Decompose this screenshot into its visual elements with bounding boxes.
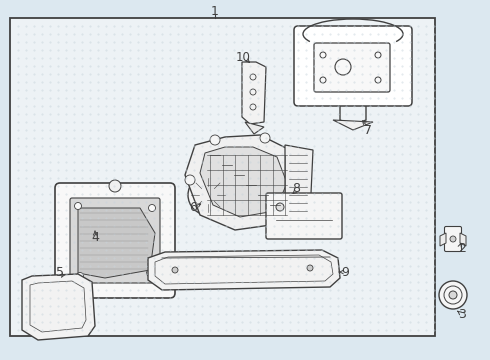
- Polygon shape: [285, 145, 313, 223]
- Text: 3: 3: [458, 309, 466, 321]
- FancyBboxPatch shape: [266, 193, 342, 239]
- Text: 2: 2: [458, 242, 466, 255]
- Circle shape: [109, 180, 121, 192]
- Text: 9: 9: [341, 266, 349, 279]
- Circle shape: [76, 273, 83, 279]
- Polygon shape: [200, 147, 287, 217]
- Circle shape: [276, 203, 284, 211]
- Circle shape: [450, 236, 456, 242]
- Circle shape: [188, 175, 228, 215]
- Polygon shape: [148, 250, 340, 290]
- Circle shape: [449, 291, 457, 299]
- Circle shape: [147, 270, 153, 276]
- FancyBboxPatch shape: [225, 190, 235, 200]
- Text: 10: 10: [236, 50, 250, 63]
- Circle shape: [202, 189, 214, 201]
- FancyBboxPatch shape: [444, 226, 462, 252]
- Circle shape: [210, 135, 220, 145]
- Polygon shape: [242, 62, 266, 124]
- FancyBboxPatch shape: [70, 198, 160, 283]
- Polygon shape: [440, 233, 446, 246]
- Text: 5: 5: [56, 266, 64, 279]
- FancyBboxPatch shape: [314, 43, 390, 92]
- Polygon shape: [78, 208, 155, 278]
- Circle shape: [439, 281, 467, 309]
- Polygon shape: [245, 122, 264, 134]
- Circle shape: [260, 133, 270, 143]
- Circle shape: [290, 170, 300, 180]
- Polygon shape: [185, 135, 300, 230]
- Circle shape: [307, 265, 313, 271]
- Text: 8: 8: [292, 181, 300, 194]
- Text: 7: 7: [364, 123, 372, 136]
- Circle shape: [148, 204, 155, 212]
- FancyBboxPatch shape: [55, 183, 175, 298]
- Text: 1: 1: [211, 5, 219, 18]
- Polygon shape: [460, 233, 466, 246]
- Polygon shape: [333, 120, 373, 130]
- Circle shape: [185, 175, 195, 185]
- Bar: [10, 18, 435, 336]
- Circle shape: [74, 202, 81, 210]
- Circle shape: [172, 267, 178, 273]
- Text: 6: 6: [189, 201, 197, 213]
- Text: 4: 4: [91, 230, 99, 243]
- FancyBboxPatch shape: [294, 26, 412, 106]
- Polygon shape: [22, 274, 95, 340]
